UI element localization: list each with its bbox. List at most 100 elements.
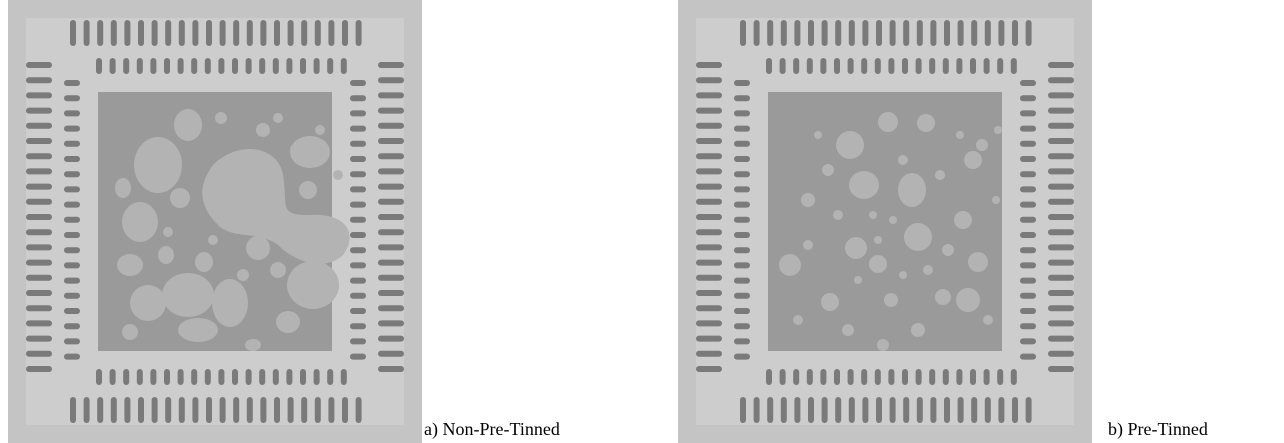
lead-top-inner	[888, 58, 895, 74]
lead-top-outer	[944, 20, 950, 46]
lead-bottom-outer	[984, 397, 991, 423]
lead-right-outer	[1048, 138, 1074, 144]
lead-top-inner	[942, 58, 949, 74]
lead-right-inner	[1020, 308, 1036, 314]
lead-top-inner	[136, 58, 143, 74]
solder-void	[878, 112, 898, 132]
lead-right-inner	[1020, 323, 1036, 330]
lead-left-inner	[64, 232, 80, 238]
lead-bottom-outer	[355, 397, 362, 423]
lead-right-outer	[378, 92, 404, 99]
lead-top-inner	[123, 58, 130, 74]
lead-bottom-inner	[123, 369, 130, 385]
lead-bottom-outer	[192, 397, 199, 423]
lead-left-outer	[696, 244, 722, 251]
lead-bottom-inner	[300, 369, 306, 385]
lead-right-outer	[1048, 107, 1074, 114]
lead-left-outer	[696, 107, 722, 114]
lead-bottom-inner	[983, 369, 990, 385]
solder-void	[842, 324, 854, 336]
lead-left-inner	[734, 292, 750, 299]
lead-top-outer	[301, 20, 308, 46]
lead-top-outer	[767, 20, 774, 46]
lead-top-inner	[820, 58, 827, 74]
lead-top-outer	[848, 20, 855, 46]
solder-void	[163, 227, 173, 237]
lead-left-inner	[734, 110, 750, 117]
lead-top-outer	[110, 20, 117, 46]
lead-right-outer	[378, 259, 404, 266]
lead-right-outer	[378, 274, 404, 281]
solder-void	[968, 252, 988, 272]
lead-top-inner	[164, 58, 170, 74]
solder-void	[983, 315, 993, 325]
solder-void	[911, 323, 925, 337]
lead-right-inner	[1020, 262, 1036, 269]
lead-top-outer	[984, 20, 991, 46]
solder-void	[869, 255, 887, 273]
lead-right-outer	[1048, 183, 1074, 190]
solder-void	[839, 136, 847, 144]
solder-void	[115, 178, 131, 198]
lead-bottom-inner	[970, 369, 976, 385]
lead-top-inner	[834, 58, 840, 74]
lead-bottom-inner	[766, 369, 772, 385]
solder-void	[992, 196, 1000, 204]
solder-void	[884, 293, 898, 307]
lead-top-outer	[971, 20, 978, 46]
solder-void	[898, 173, 926, 207]
lead-bottom-inner	[806, 369, 813, 385]
lead-right-inner	[350, 308, 366, 314]
lead-top-outer	[287, 20, 294, 46]
lead-left-inner	[64, 323, 80, 330]
solder-void	[976, 139, 988, 151]
lead-top-outer	[192, 20, 199, 46]
lead-bottom-inner	[96, 369, 102, 385]
lead-bottom-outer	[219, 397, 226, 423]
lead-right-inner	[350, 292, 366, 299]
lead-top-outer	[165, 20, 172, 46]
lead-left-inner	[734, 247, 750, 254]
solder-void	[290, 136, 330, 168]
solder-void	[174, 109, 202, 141]
lead-left-inner	[64, 186, 80, 193]
lead-top-outer	[998, 20, 1005, 46]
lead-bottom-inner	[272, 369, 279, 385]
lead-left-inner	[64, 262, 80, 269]
lead-right-inner	[350, 216, 366, 223]
solder-void	[208, 235, 218, 245]
lead-top-inner	[218, 58, 225, 74]
lead-top-outer	[780, 20, 787, 46]
solder-void	[779, 254, 801, 276]
lead-bottom-outer	[233, 397, 240, 423]
lead-bottom-outer	[821, 397, 828, 423]
lead-bottom-outer	[862, 397, 869, 423]
lead-top-inner	[793, 58, 800, 74]
lead-right-outer	[1048, 335, 1074, 342]
lead-left-outer	[696, 198, 722, 205]
lead-right-inner	[1020, 247, 1036, 254]
lead-top-inner	[204, 58, 211, 74]
solder-void	[801, 193, 815, 207]
lead-right-inner	[1020, 156, 1036, 162]
lead-left-outer	[696, 183, 722, 190]
lead-right-outer	[378, 153, 404, 160]
lead-right-inner	[1020, 353, 1036, 360]
lead-left-outer	[26, 153, 52, 160]
lead-right-outer	[1048, 244, 1074, 251]
lead-left-inner	[734, 323, 750, 330]
lead-top-inner	[313, 58, 320, 74]
lead-top-outer	[1025, 20, 1032, 46]
lead-bottom-outer	[301, 397, 308, 423]
lead-top-outer	[808, 20, 814, 46]
lead-right-outer	[378, 350, 404, 357]
lead-left-inner	[734, 232, 750, 238]
lead-top-inner	[861, 58, 868, 74]
solder-void	[821, 293, 839, 311]
solder-void	[954, 211, 972, 229]
lead-top-inner	[956, 58, 963, 74]
lead-top-outer	[97, 20, 104, 46]
lead-bottom-outer	[848, 397, 855, 423]
lead-right-inner	[350, 323, 366, 330]
lead-bottom-outer	[916, 397, 923, 423]
